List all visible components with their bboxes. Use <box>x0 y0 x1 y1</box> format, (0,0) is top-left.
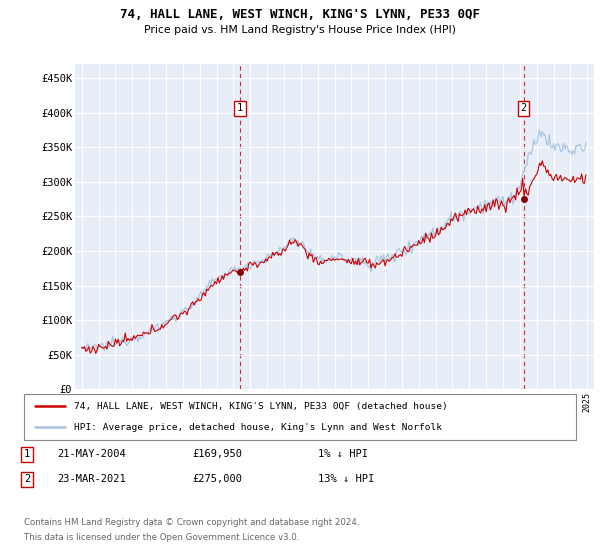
FancyBboxPatch shape <box>24 394 576 440</box>
Text: 13% ↓ HPI: 13% ↓ HPI <box>318 474 374 484</box>
Text: 74, HALL LANE, WEST WINCH, KING'S LYNN, PE33 0QF: 74, HALL LANE, WEST WINCH, KING'S LYNN, … <box>120 8 480 21</box>
Text: £169,950: £169,950 <box>192 449 242 459</box>
Text: 21-MAY-2004: 21-MAY-2004 <box>57 449 126 459</box>
Text: Price paid vs. HM Land Registry's House Price Index (HPI): Price paid vs. HM Land Registry's House … <box>144 25 456 35</box>
Text: HPI: Average price, detached house, King's Lynn and West Norfolk: HPI: Average price, detached house, King… <box>74 423 442 432</box>
Text: 2: 2 <box>520 103 527 113</box>
Text: 74, HALL LANE, WEST WINCH, KING'S LYNN, PE33 0QF (detached house): 74, HALL LANE, WEST WINCH, KING'S LYNN, … <box>74 402 448 410</box>
Text: 1: 1 <box>236 103 243 113</box>
Text: 2: 2 <box>24 474 30 484</box>
Text: 1: 1 <box>24 449 30 459</box>
Text: This data is licensed under the Open Government Licence v3.0.: This data is licensed under the Open Gov… <box>24 533 299 542</box>
Text: 23-MAR-2021: 23-MAR-2021 <box>57 474 126 484</box>
Text: 1% ↓ HPI: 1% ↓ HPI <box>318 449 368 459</box>
Text: £275,000: £275,000 <box>192 474 242 484</box>
Text: Contains HM Land Registry data © Crown copyright and database right 2024.: Contains HM Land Registry data © Crown c… <box>24 518 359 527</box>
